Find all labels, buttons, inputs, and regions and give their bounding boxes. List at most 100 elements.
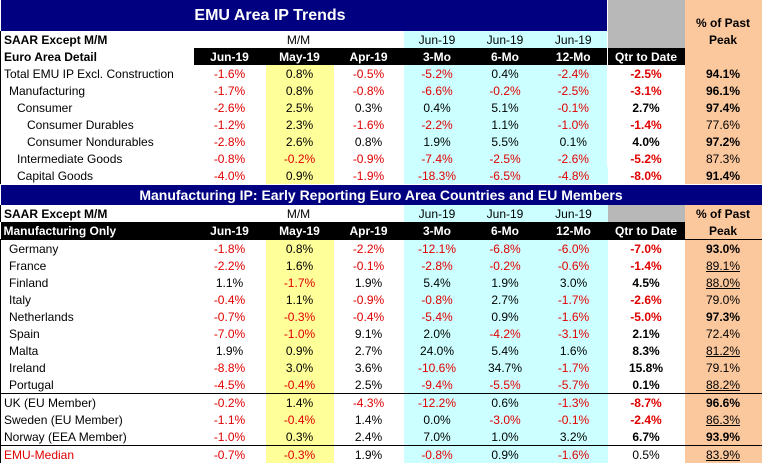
top-saar-label: SAAR Except M/M [0, 31, 194, 48]
row-value: -2.6% [630, 292, 662, 307]
top-gray-cell-2 [607, 31, 685, 48]
row-value: -5.0% [630, 309, 662, 324]
row-value: -5.2% [630, 151, 662, 166]
row-value: -2.6% [539, 150, 608, 167]
row-value: 9.1% [354, 326, 383, 341]
bottom-jun19-c: Jun-19 [539, 205, 608, 222]
country-row: Spain -7.0% -1.0% 9.1% 2.0% -4.2% -3.1% 2.1% 72.… [0, 325, 762, 342]
row-label: Finland [0, 274, 194, 291]
row-value: 1.9% [354, 447, 383, 462]
row-label: EMU-Median [0, 445, 194, 463]
row-value: 0.4% [470, 65, 540, 82]
row-value: -0.3% [265, 308, 334, 325]
row-value: 2.0% [403, 325, 471, 342]
row-label: France [0, 257, 194, 274]
row-value: -1.8% [213, 241, 246, 256]
top-col-header: May-19 [265, 48, 334, 65]
row-value: 5.1% [470, 99, 540, 116]
row-peak: 91.4% [684, 167, 762, 184]
top-gray-cell [607, 0, 685, 31]
row-value: -3.1% [630, 83, 662, 98]
row-value: -0.7% [213, 309, 246, 324]
bottom-col-header: Jun-19 [193, 222, 266, 240]
top-section-label: Euro Area Detail [0, 48, 194, 65]
row-value: 1.9% [354, 275, 383, 290]
median-row: EMU-Median -0.7% -0.3% 1.9% -0.8% 0.9% -1.6% 0.… [0, 445, 762, 463]
row-value: -4.8% [539, 167, 608, 184]
top-jun19-b: Jun-19 [470, 31, 540, 48]
row-peak: 79.0% [684, 291, 762, 308]
row-value: -0.4% [213, 292, 246, 307]
row-value: -8.7% [630, 395, 662, 410]
bottom-col-header: Apr-19 [333, 222, 404, 240]
row-value: -0.3% [265, 445, 334, 463]
emu-detail-row: Manufacturing -1.7% 0.8% -0.8% -6.6% -0.2% -2.… [0, 82, 762, 99]
row-value: 34.7% [470, 359, 540, 376]
row-value: 1.4% [354, 412, 383, 427]
row-value: -12.2% [403, 393, 471, 411]
row-value: 5.4% [470, 342, 540, 359]
row-value: 24.0% [403, 342, 471, 359]
top-col-header: Jun-19 [193, 48, 266, 65]
row-value: -4.3% [352, 395, 385, 410]
row-label: Italy [0, 291, 194, 308]
row-value: -1.6% [539, 308, 608, 325]
row-value: 2.4% [354, 429, 383, 444]
row-value: 1.1% [215, 275, 244, 290]
row-value: -8.0% [630, 168, 662, 183]
top-mm-label: M/M [286, 32, 311, 47]
emu-detail-row: Total EMU IP Excl. Construction -1.6% 0.8%… [0, 65, 762, 82]
row-value: -0.1% [539, 411, 608, 428]
row-value: -18.3% [403, 167, 471, 184]
row-value: 1.0% [470, 428, 540, 446]
row-value: 4.5% [632, 275, 660, 290]
eu-member-row: Sweden (EU Member) -1.1% -0.4% 1.4% 0.0% -3.0… [0, 411, 762, 428]
emu-detail-row: Consumer Nondurables -2.8% 2.6% 0.8% 1.9% 5.5… [0, 133, 762, 150]
row-value: 1.9% [403, 133, 471, 150]
row-value: -0.2% [470, 257, 540, 274]
row-value: -0.8% [403, 291, 471, 308]
country-row: France -2.2% 1.6% -0.1% -2.8% -0.2% -0.6% -1.4%… [0, 257, 762, 274]
row-value: 1.6% [539, 342, 608, 359]
row-value: -1.3% [539, 393, 608, 411]
row-peak: 88.0% [684, 274, 762, 291]
row-value: 0.9% [265, 167, 334, 184]
row-value: 1.6% [265, 257, 334, 274]
row-value: -0.1% [539, 99, 608, 116]
row-value: -2.8% [213, 134, 246, 149]
bottom-peak-header-2: Peak [684, 222, 762, 240]
top-col-header: 3-Mo [403, 48, 471, 65]
bottom-peak-header-1: % of Past [684, 205, 762, 222]
row-value: -2.5% [630, 66, 662, 81]
row-value: 5.4% [403, 274, 471, 291]
row-value: 2.7% [354, 343, 383, 358]
top-peak-header-1: % of Past [684, 0, 762, 31]
country-row: Portugal -4.5% -0.4% 2.5% -9.4% -5.5% -5.7% 0.1… [0, 376, 762, 394]
row-value: 15.8% [628, 360, 664, 375]
bottom-col-header: May-19 [265, 222, 334, 240]
country-row: Netherlands -0.7% -0.3% -0.4% -5.4% 0.9% -1.6%… [0, 308, 762, 325]
row-value: -1.0% [213, 429, 246, 444]
row-value: -1.0% [539, 116, 608, 133]
row-value: 0.8% [265, 82, 334, 99]
row-peak: 94.1% [684, 65, 762, 82]
row-value: 1.1% [265, 291, 334, 308]
row-value: 3.0% [539, 274, 608, 291]
country-row: Germany -1.8% 0.8% -2.2% -12.1% -6.8% -6.0% -7.… [0, 239, 762, 257]
row-value: 2.7% [632, 100, 660, 115]
row-label: Sweden (EU Member) [0, 411, 194, 428]
row-value: -1.6% [213, 66, 246, 81]
row-value: -0.7% [213, 447, 246, 462]
eu-member-row: Norway (EEA Member) -1.0% 0.3% 2.4% 7.0% 1.0%… [0, 428, 762, 446]
top-col-header: 12-Mo [539, 48, 608, 65]
row-value: -6.8% [470, 239, 540, 257]
row-peak: 88.2% [684, 376, 762, 394]
row-label: Consumer [0, 99, 194, 116]
row-value: -1.2% [213, 117, 246, 132]
row-value: 5.5% [470, 133, 540, 150]
row-value: 0.0% [403, 411, 471, 428]
row-value: -1.7% [539, 291, 608, 308]
row-value: -1.1% [213, 412, 246, 427]
bottom-col-header: 3-Mo [403, 222, 471, 240]
row-value: -0.5% [352, 66, 385, 81]
